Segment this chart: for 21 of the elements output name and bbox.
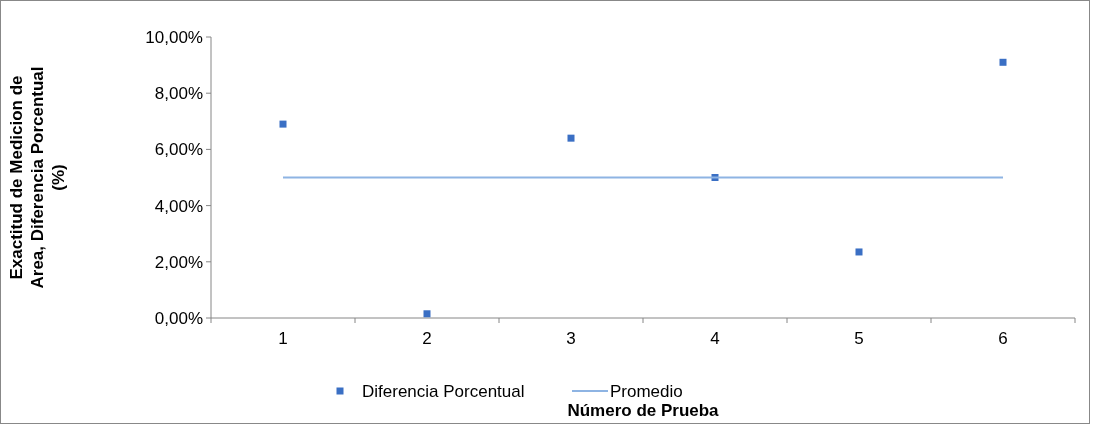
y-tick-label: 4,00% — [154, 196, 203, 216]
y-tick-label: 8,00% — [154, 84, 203, 104]
point — [279, 120, 287, 128]
x-tick-label: 2 — [422, 329, 432, 348]
point — [855, 248, 863, 256]
x-tick-label: 1 — [278, 329, 288, 348]
legend-label: Diferencia Porcentual — [362, 381, 525, 401]
point — [423, 310, 431, 318]
y-tick-label: 10,00% — [145, 27, 203, 47]
x-tick-label: 3 — [566, 329, 576, 348]
x-tick-label: 5 — [854, 329, 864, 348]
point — [999, 58, 1007, 66]
point — [567, 134, 575, 142]
y-tick-label: 2,00% — [154, 252, 203, 272]
x-tick-label: 4 — [710, 329, 720, 348]
y-tick-label: 6,00% — [154, 140, 203, 160]
legend-label: Promedio — [610, 381, 683, 401]
x-tick-label: 6 — [998, 329, 1008, 348]
y-axis-title: Exactitud de Medicion de Area, Diferencia Porcentual (%) — [7, 66, 68, 289]
y-tick-label: 0,00% — [154, 308, 203, 328]
x-axis-title: Número de Prueba — [567, 401, 720, 420]
